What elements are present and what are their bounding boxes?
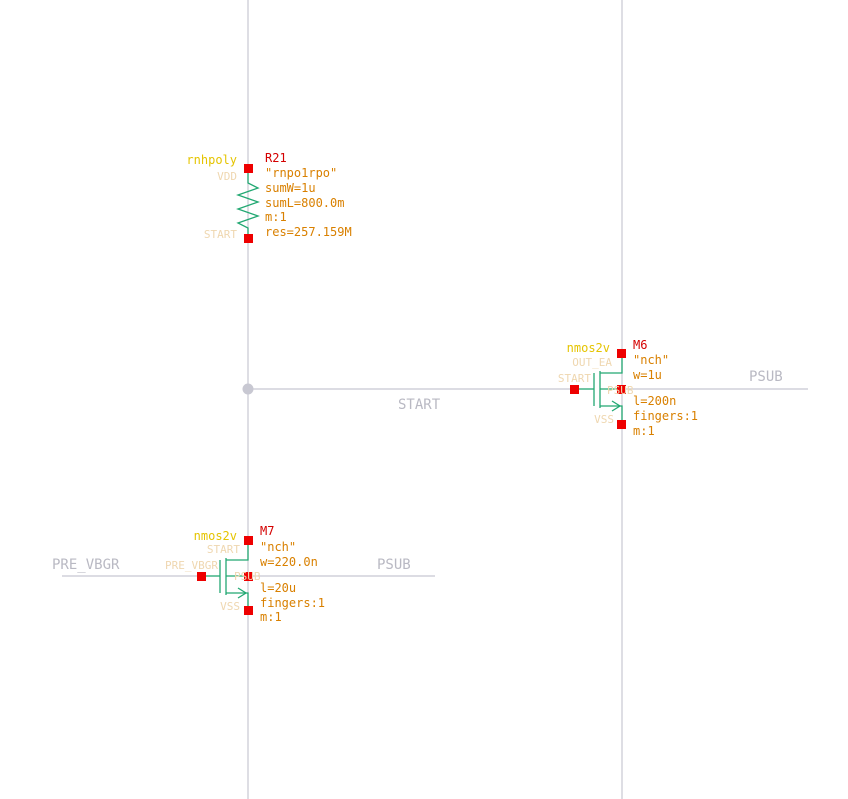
m7-pin-drain[interactable] — [244, 536, 253, 545]
m7-param: "nch" — [260, 540, 296, 554]
m6-param: m:1 — [633, 424, 655, 438]
m6-param: fingers:1 — [633, 409, 698, 423]
m6-pin-drain[interactable] — [617, 349, 626, 358]
r21-instance-name: R21 — [265, 151, 287, 165]
r21-pin-bottom[interactable] — [244, 234, 253, 243]
nmos-symbol-m7 — [206, 545, 249, 606]
m6-cell-name: nmos2v — [567, 341, 610, 355]
m6-params: "nch" w=1u l=200n fingers:1 m:1 — [633, 353, 698, 438]
r21-param: sumL=800.0m — [265, 196, 344, 210]
resistor-r21[interactable]: rnhpoly VDD START R21 "rnpo1rpo" sumW=1u… — [186, 151, 352, 243]
net-label-psub-m7: PSUB — [377, 557, 411, 573]
net-label-pre-vbgr: PRE_VBGR — [52, 557, 120, 573]
r21-pin-top[interactable] — [244, 164, 253, 173]
r21-param: m:1 — [265, 210, 287, 224]
m7-instance-name: M7 — [260, 524, 274, 538]
m7-param: m:1 — [260, 610, 282, 624]
m7-term-gate: PRE_VBGR — [165, 559, 218, 572]
m7-cell-name: nmos2v — [194, 529, 237, 543]
net-label-psub-m6: PSUB — [749, 369, 783, 385]
m6-term-bulk: PSUB — [607, 384, 634, 397]
nmos-symbol-m6 — [579, 358, 623, 420]
m6-term-source: VSS — [594, 413, 614, 426]
m7-pin-gate[interactable] — [197, 572, 206, 581]
m7-param: w=220.0n — [260, 555, 318, 569]
m7-term-source: VSS — [220, 600, 240, 613]
r21-term-top: VDD — [217, 170, 237, 183]
junction-dot — [242, 383, 254, 395]
m7-param: l=20u — [260, 581, 296, 595]
r21-cell-name: rnhpoly — [186, 153, 237, 167]
m7-params: "nch" w=220.0n l=20u fingers:1 m:1 — [260, 540, 325, 624]
m7-param: fingers:1 — [260, 596, 325, 610]
m6-param: l=200n — [633, 394, 676, 408]
net-label-start: START — [398, 397, 441, 413]
m6-param: "nch" — [633, 353, 669, 367]
transistor-m6[interactable]: nmos2v OUT_EA START PSUB VSS M6 "nch" w=… — [558, 338, 698, 438]
wires — [62, 0, 808, 799]
m6-term-drain: OUT_EA — [572, 356, 612, 369]
m6-pin-bulk[interactable] — [617, 385, 626, 394]
m7-pin-bulk[interactable] — [244, 572, 253, 581]
r21-param: sumW=1u — [265, 181, 316, 195]
m7-pin-source[interactable] — [244, 606, 253, 615]
m7-term-drain: START — [207, 543, 240, 556]
r21-term-bottom: START — [204, 228, 237, 241]
m6-param: w=1u — [633, 368, 662, 382]
m6-instance-name: M6 — [633, 338, 647, 352]
m7-term-bulk: PSUB — [234, 570, 261, 583]
m6-pin-source[interactable] — [617, 420, 626, 429]
resistor-symbol — [236, 173, 260, 238]
r21-params: "rnpo1rpo" sumW=1u sumL=800.0m m:1 res=2… — [265, 166, 352, 239]
transistor-m7[interactable]: nmos2v START PRE_VBGR PSUB VSS M7 "nch" … — [165, 524, 325, 624]
r21-param: "rnpo1rpo" — [265, 166, 337, 180]
r21-param: res=257.159M — [265, 225, 352, 239]
m6-term-gate: START — [558, 372, 591, 385]
m6-pin-gate[interactable] — [570, 385, 579, 394]
